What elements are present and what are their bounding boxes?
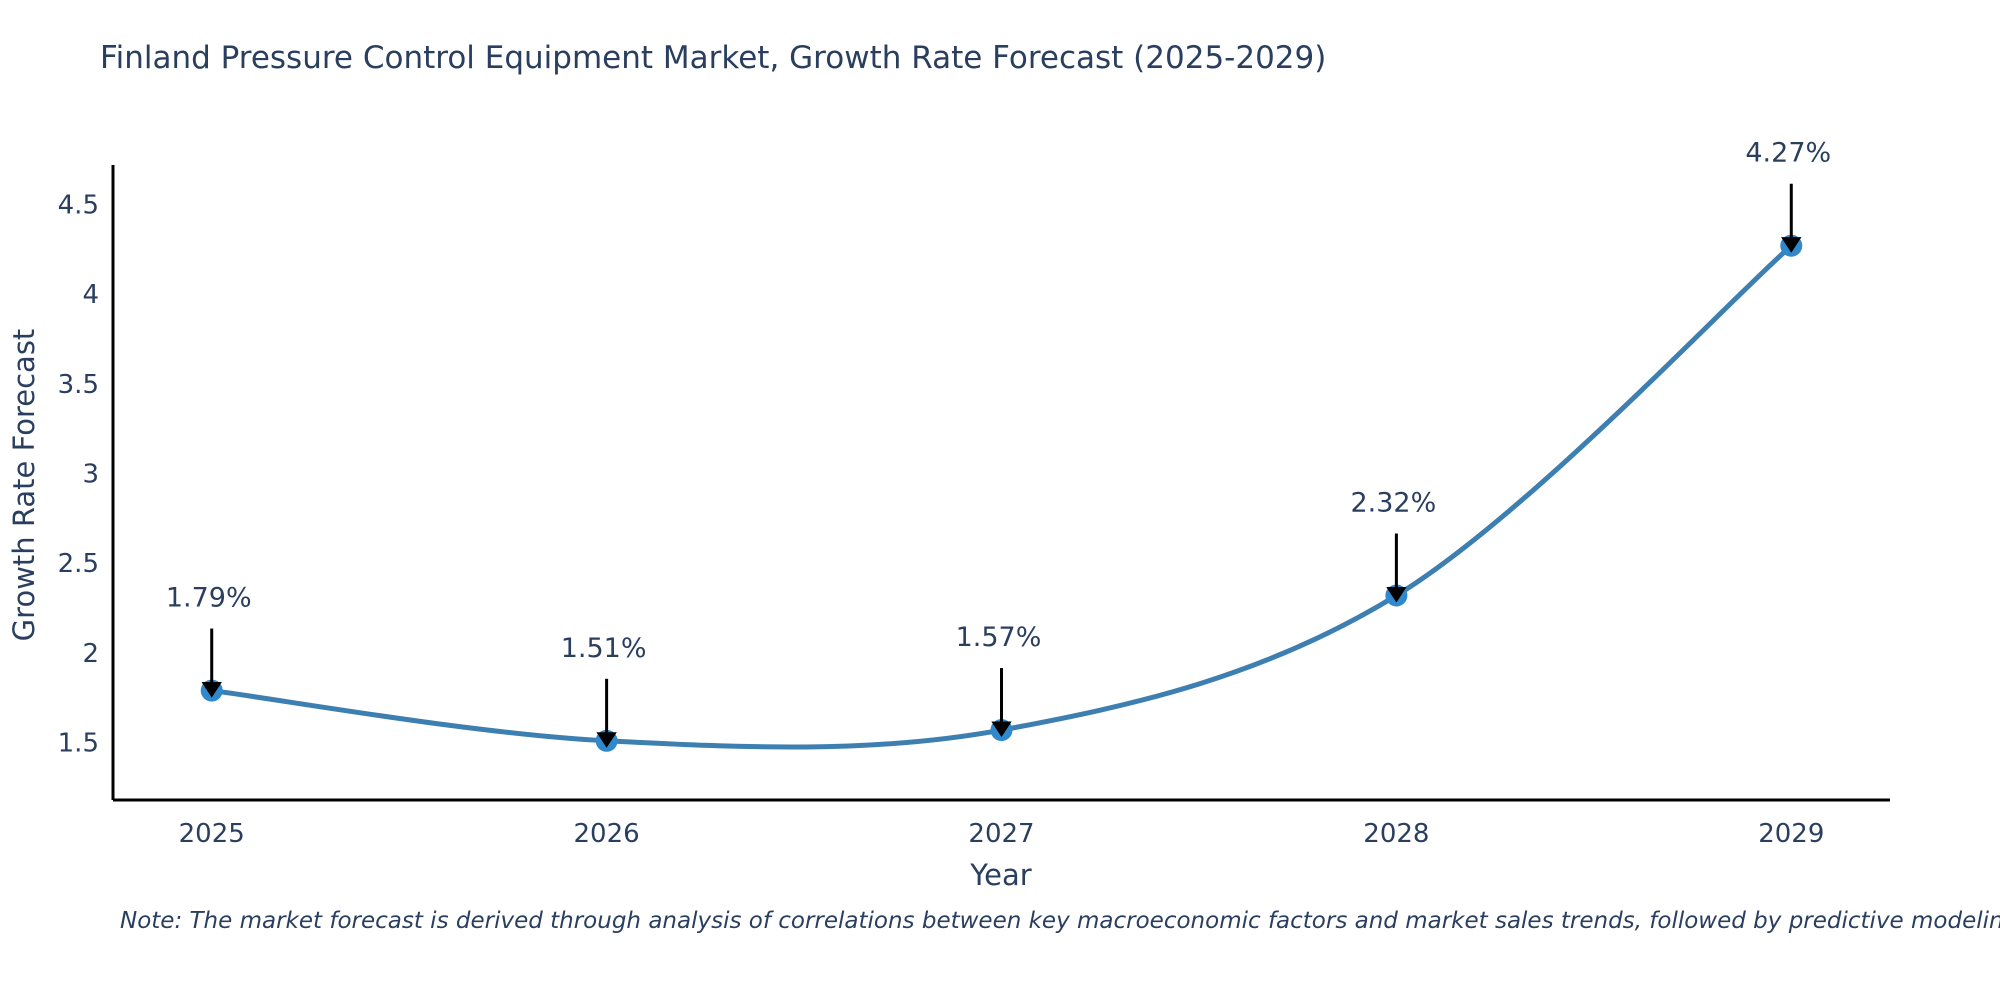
y-tick-label: 4	[82, 280, 99, 310]
chart-note: Note: The market forecast is derived thr…	[120, 908, 2000, 934]
y-tick-label: 3.5	[58, 370, 99, 400]
data-point-label: 1.57%	[956, 622, 1042, 653]
x-tick-label: 2028	[1363, 819, 1429, 849]
data-point-annotation-labels: 1.79% 1.51% 1.57% 2.32% 4.27%	[166, 138, 1831, 664]
data-point-label: 4.27%	[1745, 138, 1831, 169]
y-tick-label: 2	[82, 639, 99, 669]
x-tick-label: 2027	[968, 819, 1034, 849]
x-tick-label: 2026	[574, 819, 640, 849]
data-point-label: 1.79%	[166, 583, 252, 614]
x-tick-label: 2025	[179, 819, 245, 849]
x-axis-ticks: 2025 2026 2027 2028 2029	[179, 819, 1825, 849]
y-tick-label: 2.5	[58, 549, 99, 579]
y-tick-label: 3	[82, 460, 99, 490]
y-axis-title: Growth Rate Forecast	[7, 329, 41, 642]
y-tick-label: 4.5	[58, 190, 99, 220]
page-title: Finland Pressure Control Equipment Marke…	[100, 40, 1327, 76]
x-axis-title: Year	[969, 858, 1031, 892]
y-axis-ticks: 1.5 2 2.5 3 3.5 4 4.5	[58, 190, 99, 758]
series-line	[209, 243, 1794, 750]
x-tick-label: 2029	[1758, 819, 1824, 849]
data-point-label: 1.51%	[561, 633, 647, 664]
y-tick-label: 1.5	[58, 729, 99, 759]
data-point-annotations	[201, 183, 1802, 748]
data-point-label: 2.32%	[1350, 488, 1436, 519]
